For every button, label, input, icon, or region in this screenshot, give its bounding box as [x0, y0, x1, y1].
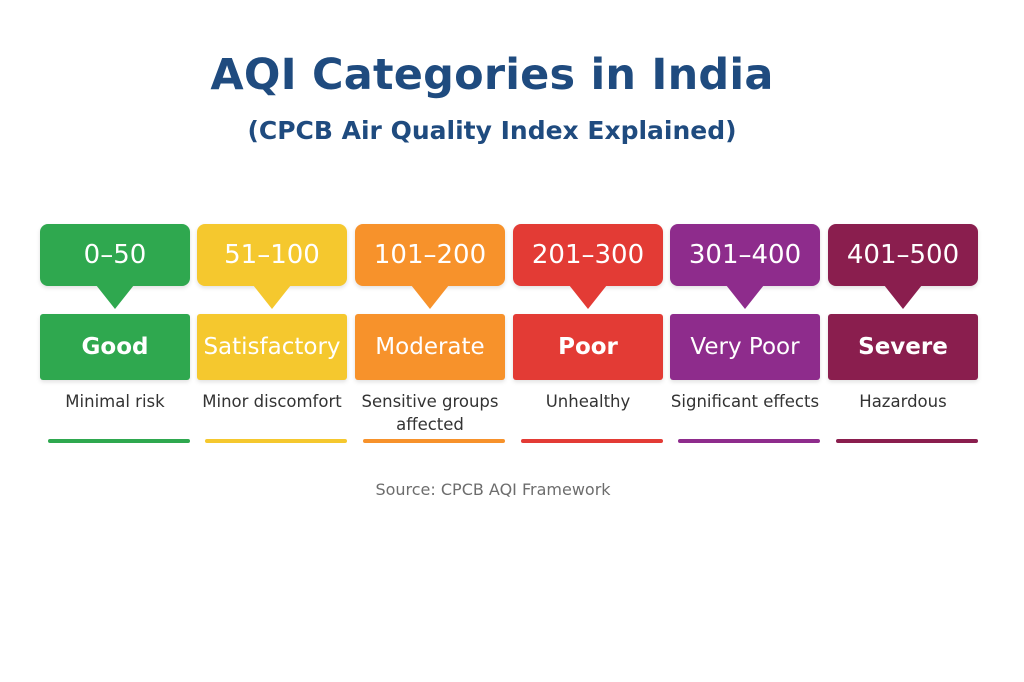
- page-title: AQI Categories in India: [210, 50, 774, 100]
- source-note: Source: CPCB AQI Framework: [375, 480, 611, 499]
- category-description: Hazardous: [859, 392, 947, 411]
- category-label: Severe: [828, 314, 978, 380]
- category-label: Good: [40, 314, 190, 380]
- category-severe: 401–500 Severe Hazardous: [828, 224, 978, 446]
- range-box: 201–300: [513, 224, 663, 286]
- category-description: Significant effects: [670, 392, 820, 411]
- color-underline: [205, 439, 347, 443]
- category-label: Poor: [513, 314, 663, 380]
- page-subtitle: (CPCB Air Quality Index Explained): [247, 116, 737, 145]
- category-very-poor: 301–400 Very Poor Significant effects: [670, 224, 820, 446]
- category-good: 0–50 Good Minimal risk: [40, 224, 190, 446]
- color-underline: [363, 439, 505, 443]
- pointer-arrow: [726, 285, 764, 309]
- category-label: Moderate: [355, 314, 505, 380]
- category-poor: 201–300 Poor Unhealthy: [513, 224, 663, 446]
- category-label: Satisfactory: [197, 314, 347, 380]
- color-underline: [521, 439, 663, 443]
- category-moderate: 101–200 Moderate Sensitive groups affect…: [355, 224, 505, 446]
- range-box: 101–200: [355, 224, 505, 286]
- range-box: 0–50: [40, 224, 190, 286]
- category-satisfactory: 51–100 Satisfactory Minor discomfort: [197, 224, 347, 446]
- color-underline: [836, 439, 978, 443]
- pointer-arrow: [96, 285, 134, 309]
- range-box: 51–100: [197, 224, 347, 286]
- color-underline: [48, 439, 190, 443]
- range-box: 301–400: [670, 224, 820, 286]
- pointer-arrow: [884, 285, 922, 309]
- category-description: Unhealthy: [545, 392, 631, 411]
- pointer-arrow: [411, 285, 449, 309]
- category-description: Sensitive groups affected: [361, 392, 499, 434]
- color-underline: [678, 439, 820, 443]
- category-label: Very Poor: [670, 314, 820, 380]
- range-box: 401–500: [828, 224, 978, 286]
- pointer-arrow: [569, 285, 607, 309]
- pointer-arrow: [253, 285, 291, 309]
- category-description: Minimal risk: [65, 392, 165, 411]
- category-description: Minor discomfort: [202, 392, 342, 411]
